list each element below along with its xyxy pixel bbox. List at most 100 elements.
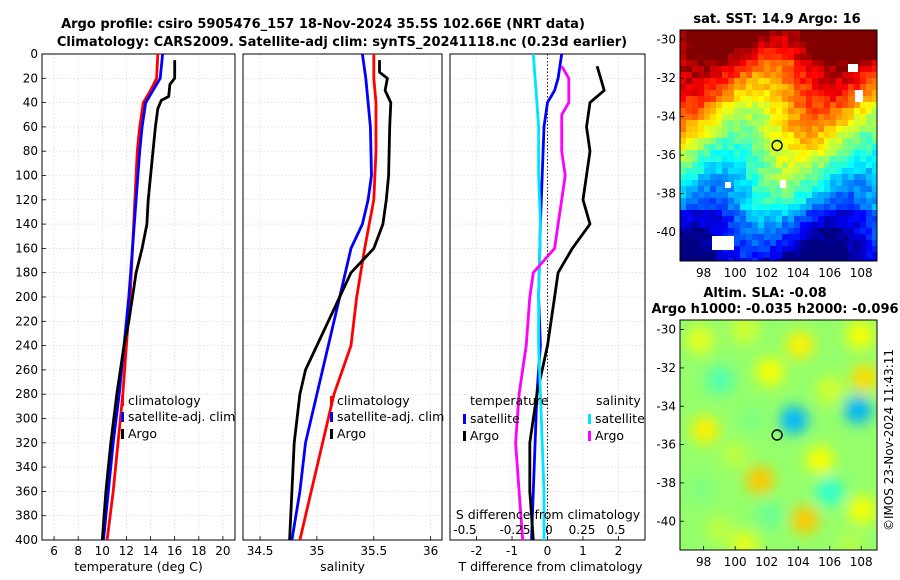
argo-location-marker bbox=[771, 139, 783, 152]
sst-cell bbox=[800, 114, 807, 121]
x-tick-label: 35.5 bbox=[360, 544, 387, 558]
sst-cell bbox=[830, 258, 837, 261]
sla-map: 98 100 102 104 106 108 -30 -32 -34 -36 -38 -40 bbox=[656, 319, 878, 569]
sst-cell bbox=[824, 78, 831, 85]
sst-cell bbox=[824, 66, 831, 73]
sst-cell bbox=[860, 138, 867, 145]
sst-cell bbox=[728, 174, 735, 181]
sst-cell bbox=[854, 174, 861, 181]
sst-cell bbox=[806, 54, 813, 61]
sst-cell bbox=[800, 30, 807, 37]
sst-cell bbox=[716, 162, 723, 169]
sst-cell bbox=[746, 60, 753, 67]
sst-cell bbox=[764, 90, 771, 97]
sst-cell bbox=[704, 228, 711, 235]
sst-cell bbox=[848, 90, 855, 97]
sst-cell bbox=[860, 96, 867, 103]
sst-cell bbox=[710, 66, 717, 73]
sst-cell bbox=[728, 156, 735, 163]
sst-cell bbox=[680, 204, 687, 211]
sst-cell bbox=[740, 90, 747, 97]
sst-cell bbox=[758, 42, 765, 49]
sst-cell bbox=[866, 210, 873, 217]
sst-cell bbox=[806, 60, 813, 67]
sst-cell bbox=[728, 120, 735, 127]
sst-cell bbox=[854, 222, 861, 229]
sst-cell bbox=[728, 198, 735, 205]
s-tick-label: 0 bbox=[545, 523, 553, 537]
sst-cell bbox=[710, 60, 717, 67]
sst-cell bbox=[728, 252, 735, 259]
sst-cell bbox=[824, 180, 831, 187]
x-tick-label: 20 bbox=[215, 544, 230, 558]
sst-cell bbox=[848, 84, 855, 91]
sst-cell bbox=[860, 30, 867, 37]
sst-cell bbox=[806, 234, 813, 241]
sst-cell bbox=[776, 180, 783, 187]
sst-cell bbox=[716, 210, 723, 217]
sst-cell bbox=[764, 252, 771, 259]
sst-cell bbox=[758, 258, 765, 261]
sst-cell bbox=[704, 102, 711, 109]
sst-cell bbox=[830, 150, 837, 157]
sst-cell bbox=[698, 222, 705, 229]
sst-cell bbox=[830, 48, 837, 55]
series-satellite-adj-clim bbox=[102, 53, 164, 541]
sst-cell bbox=[740, 30, 747, 37]
sst-cell bbox=[764, 180, 771, 187]
sst-map-title: sat. SST: 14.9 Argo: 16 bbox=[693, 12, 860, 27]
sst-cell bbox=[746, 78, 753, 85]
y-tick-label: 280 bbox=[15, 387, 38, 401]
legend-climatology-label: climatology bbox=[337, 393, 410, 408]
sst-cell bbox=[872, 198, 877, 205]
sst-cell bbox=[806, 42, 813, 49]
sst-cell bbox=[698, 180, 705, 187]
sst-cell bbox=[842, 78, 849, 85]
sst-cell bbox=[764, 60, 771, 67]
series-satellite-adj-clim bbox=[290, 53, 373, 541]
sst-cell bbox=[776, 204, 783, 211]
sst-cell bbox=[800, 108, 807, 115]
sst-cell bbox=[788, 96, 795, 103]
sst-cell bbox=[788, 132, 795, 139]
sst-cell bbox=[854, 126, 861, 133]
sst-cell bbox=[788, 72, 795, 79]
sst-missing-data bbox=[848, 64, 858, 72]
sst-cell bbox=[698, 60, 705, 67]
sst-cell bbox=[686, 222, 693, 229]
sst-cell bbox=[824, 162, 831, 169]
sst-cell bbox=[866, 240, 873, 247]
sst-cell bbox=[770, 54, 777, 61]
sst-cell bbox=[830, 228, 837, 235]
sst-cell bbox=[866, 186, 873, 193]
sst-cell bbox=[752, 252, 759, 259]
sst-cell bbox=[752, 246, 759, 253]
sst-cell bbox=[800, 120, 807, 127]
sst-cell bbox=[770, 222, 777, 229]
sst-cell bbox=[776, 234, 783, 241]
sst-cell bbox=[788, 222, 795, 229]
sst-cell bbox=[800, 216, 807, 223]
sst-cell bbox=[764, 186, 771, 193]
sst-cell bbox=[758, 222, 765, 229]
sst-cell bbox=[794, 54, 801, 61]
sst-cell bbox=[848, 222, 855, 229]
sst-cell bbox=[788, 174, 795, 181]
sst-cell bbox=[836, 108, 843, 115]
sst-cell bbox=[680, 54, 687, 61]
sst-cell bbox=[794, 114, 801, 121]
sst-cell bbox=[836, 258, 843, 261]
sst-cell bbox=[734, 108, 741, 115]
sst-cell bbox=[860, 114, 867, 121]
sst-cell bbox=[698, 156, 705, 163]
sst-cell bbox=[800, 252, 807, 259]
sst-cell bbox=[788, 108, 795, 115]
sst-cell bbox=[722, 114, 729, 121]
sst-cell bbox=[740, 150, 747, 157]
y-tick-label: 80 bbox=[23, 144, 38, 158]
sst-cell bbox=[722, 54, 729, 61]
sla-anomaly-blob bbox=[756, 358, 784, 386]
sst-cell bbox=[794, 228, 801, 235]
sst-cell bbox=[746, 180, 753, 187]
sst-cell bbox=[746, 132, 753, 139]
